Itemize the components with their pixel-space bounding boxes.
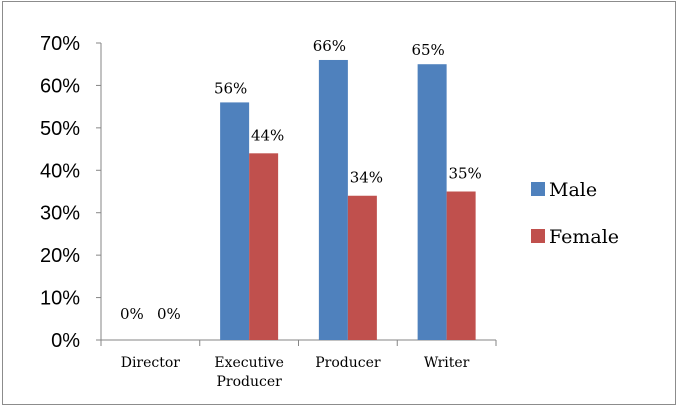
x-tick-label: Producer	[315, 355, 381, 371]
legend-swatch-female	[531, 229, 545, 243]
data-label-female: 35%	[448, 165, 481, 183]
x-tick-label: Producer	[216, 374, 282, 390]
data-label-male: 56%	[214, 79, 247, 97]
data-labels: 0% 56% 66% 65% 0% 44% 34% 35%	[120, 37, 482, 323]
data-label-female: 0%	[157, 305, 181, 323]
y-tick-label: 30%	[40, 203, 80, 225]
y-tick-label: 50%	[40, 118, 80, 140]
y-tick-label: 70%	[40, 33, 80, 55]
bar-female	[249, 153, 279, 340]
data-label-male: 66%	[313, 37, 346, 55]
x-axis-ticks: Director Executive Producer Producer Writer	[100, 340, 497, 390]
y-tick-label: 60%	[40, 75, 80, 97]
data-label-male: 65%	[411, 41, 444, 59]
bar-series	[220, 59, 476, 341]
legend-swatch-male	[531, 182, 545, 196]
x-tick-label: Director	[121, 355, 181, 371]
bar-male	[220, 102, 250, 341]
data-label-male: 0%	[120, 305, 144, 323]
bar-female	[446, 191, 476, 340]
legend-label-female: Female	[549, 226, 619, 248]
y-tick-label: 10%	[40, 288, 80, 310]
legend-label-male: Male	[549, 179, 597, 201]
bar-male	[318, 59, 348, 340]
y-tick-label: 0%	[51, 330, 80, 352]
y-tick-label: 20%	[40, 245, 80, 267]
y-axis-ticks: 0% 10% 20% 30% 40% 50% 60% 70%	[40, 33, 101, 352]
data-label-female: 44%	[251, 126, 284, 144]
y-tick-label: 40%	[40, 160, 80, 182]
x-tick-label: Writer	[424, 355, 470, 371]
legend: Male Female	[531, 179, 619, 248]
data-label-female: 34%	[350, 169, 383, 187]
bar-female	[347, 195, 377, 340]
x-tick-label: Executive	[214, 355, 284, 371]
bar-male	[417, 64, 447, 340]
